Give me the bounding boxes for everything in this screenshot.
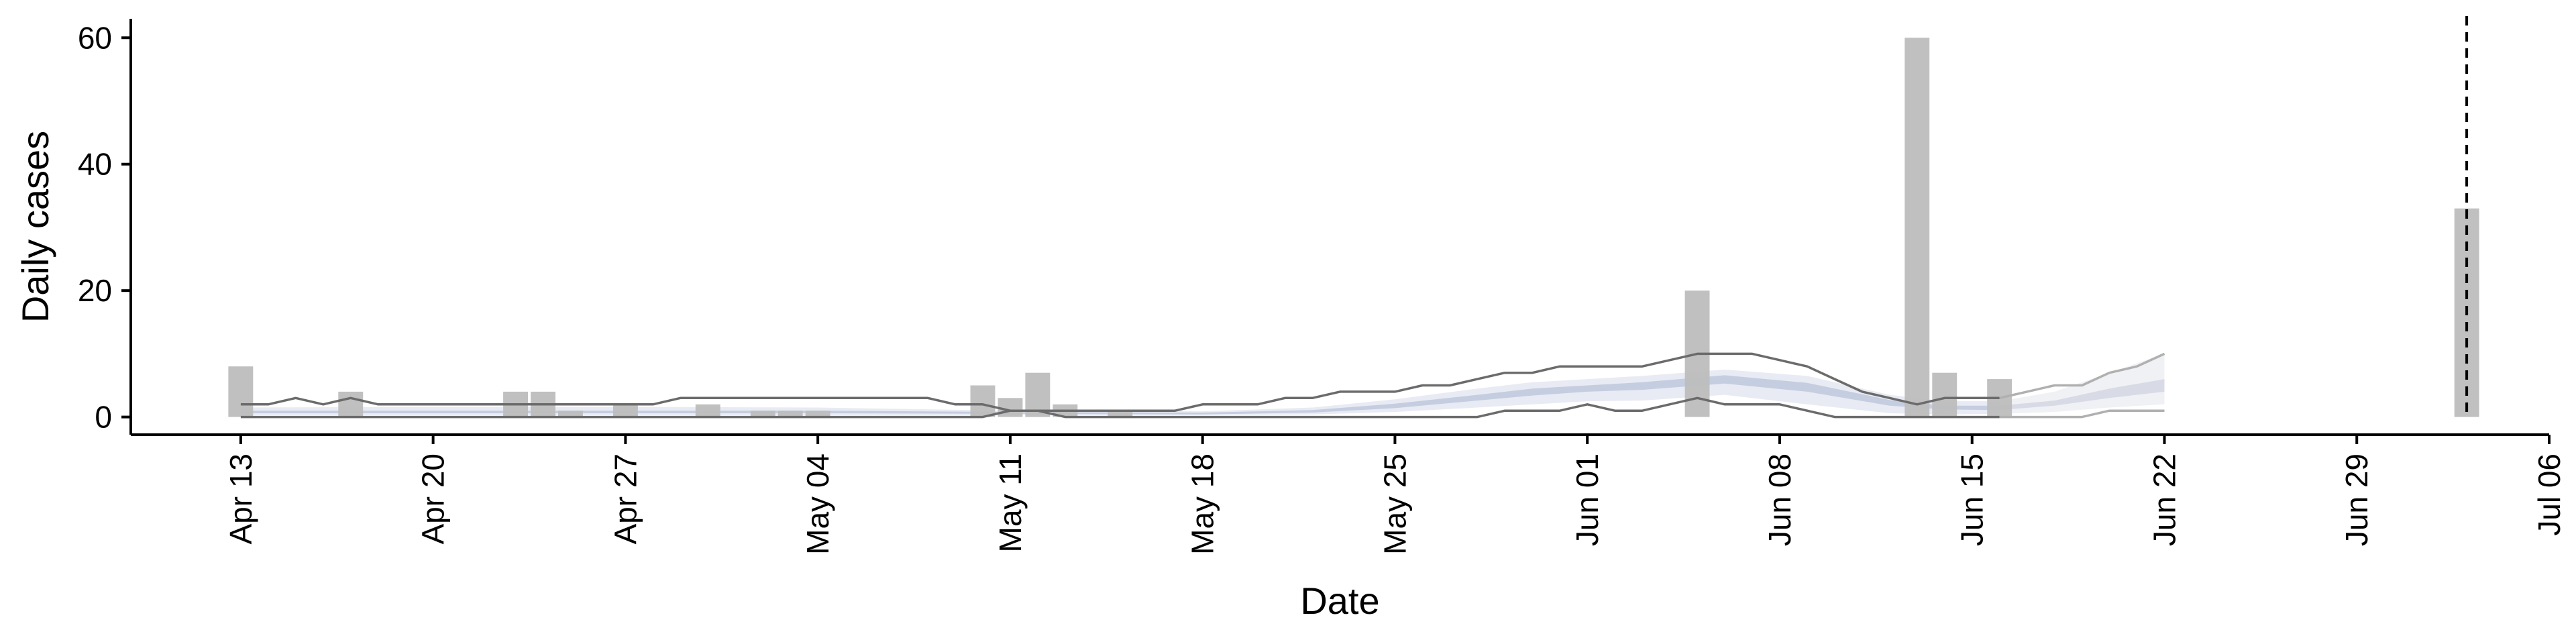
lower-bound-line xyxy=(240,396,2000,419)
y-axis-title: Daily cases xyxy=(14,131,56,323)
lower-bound-forecast-line xyxy=(1999,409,2165,419)
case-bar xyxy=(1932,372,1957,417)
forecast-band-inner xyxy=(1999,379,2165,411)
estimate-band-outer xyxy=(240,369,2000,415)
x-tick-label: May 25 xyxy=(1377,453,1412,555)
x-tick-label: May 18 xyxy=(1185,453,1220,555)
x-tick-label: Jun 08 xyxy=(1762,453,1797,546)
x-tick-label: Apr 20 xyxy=(416,453,451,545)
y-tick-label: 0 xyxy=(95,400,112,435)
x-tick-label: May 11 xyxy=(993,453,1028,552)
case-bar xyxy=(777,411,803,417)
case-bar xyxy=(970,385,996,417)
x-tick-label: Apr 27 xyxy=(608,453,643,545)
x-tick-label: May 04 xyxy=(800,453,835,555)
x-tick-label: Apr 13 xyxy=(223,453,258,545)
y-tick-label: 20 xyxy=(78,273,112,308)
case-bar xyxy=(998,398,1023,417)
case-bar xyxy=(613,404,638,417)
y-axis-ticks: 0 20 40 60 xyxy=(78,20,131,435)
x-tick-label: Jul 06 xyxy=(2532,453,2567,536)
x-tick-label: Jun 29 xyxy=(2339,453,2374,546)
case-bar xyxy=(695,404,720,417)
estimate-band-layer xyxy=(240,354,2165,415)
x-tick-label: Jun 15 xyxy=(1955,453,1990,546)
bound-lines-layer xyxy=(240,352,2165,419)
case-bar xyxy=(805,411,830,417)
y-tick-label: 60 xyxy=(78,20,112,55)
axes-layer xyxy=(129,19,2549,436)
x-axis-ticks: Apr 13 Apr 20 Apr 27 May 04 May 11 May 18 May … xyxy=(223,435,2567,555)
observed-cases-bars xyxy=(228,38,2479,417)
y-tick-label: 40 xyxy=(78,147,112,182)
upper-bound-forecast-line xyxy=(1999,352,2165,400)
case-bar xyxy=(338,391,364,417)
x-tick-label: Jun 01 xyxy=(1570,453,1605,546)
upper-bound-line xyxy=(240,352,2000,412)
x-tick-label: Jun 22 xyxy=(2147,453,2182,546)
case-bar xyxy=(558,411,583,417)
case-bar xyxy=(1904,38,1930,417)
case-bar xyxy=(1108,411,1133,417)
x-axis-title: Date xyxy=(1300,580,1379,622)
case-bar xyxy=(750,411,775,417)
case-bar xyxy=(228,366,254,417)
